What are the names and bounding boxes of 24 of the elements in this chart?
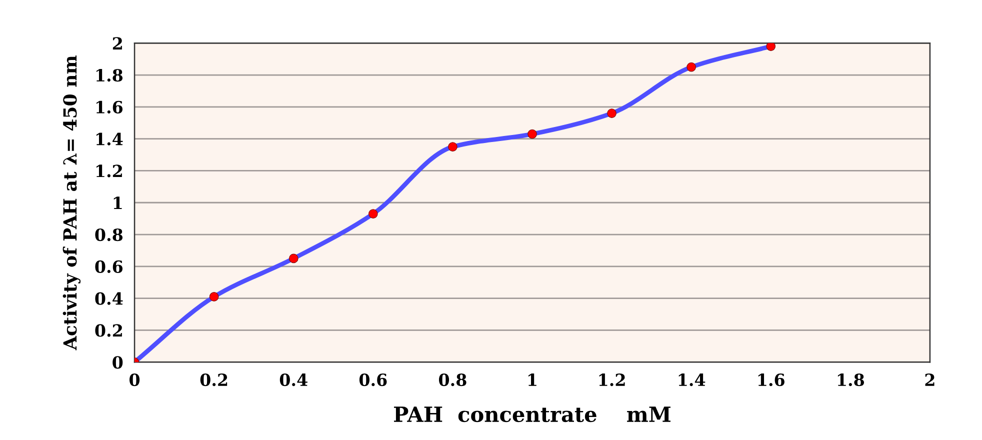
y-tick-label: 1.2 <box>96 164 122 178</box>
y-tick-label: 1.8 <box>96 68 123 82</box>
x-tick-label: 1.8 <box>838 374 864 386</box>
x-axis-title: PAH concentrate mM <box>394 406 670 422</box>
x-tick-label: 0 <box>130 374 140 386</box>
y-tick-label: 0.6 <box>95 260 123 273</box>
x-tick-label: 1 <box>528 374 536 386</box>
x-tick-label: 1.4 <box>678 374 706 386</box>
y-tick-label: 0.2 <box>95 324 122 337</box>
x-tick-label: 2 <box>925 374 934 386</box>
y-tick-label: 0 <box>112 356 123 369</box>
y-tick-label: 1.6 <box>96 100 123 114</box>
y-tick-label: 0.4 <box>95 292 123 305</box>
y-tick-label: 1 <box>114 196 122 209</box>
y-tick-label: 2 <box>112 37 122 50</box>
x-tick-label: 0.2 <box>200 374 228 386</box>
x-tick-label: 0.4 <box>280 374 308 386</box>
x-tick-label: 1.2 <box>599 374 625 386</box>
x-tick-label: 1.6 <box>758 374 784 386</box>
y-axis-title: Activity of PAH at λ= 450 nm <box>62 56 81 350</box>
x-tick-label: 0.8 <box>438 374 466 386</box>
y-tick-label: 1.4 <box>96 132 123 146</box>
y-tick-label: 0.8 <box>95 228 123 242</box>
x-tick-label: 0.6 <box>359 374 387 386</box>
